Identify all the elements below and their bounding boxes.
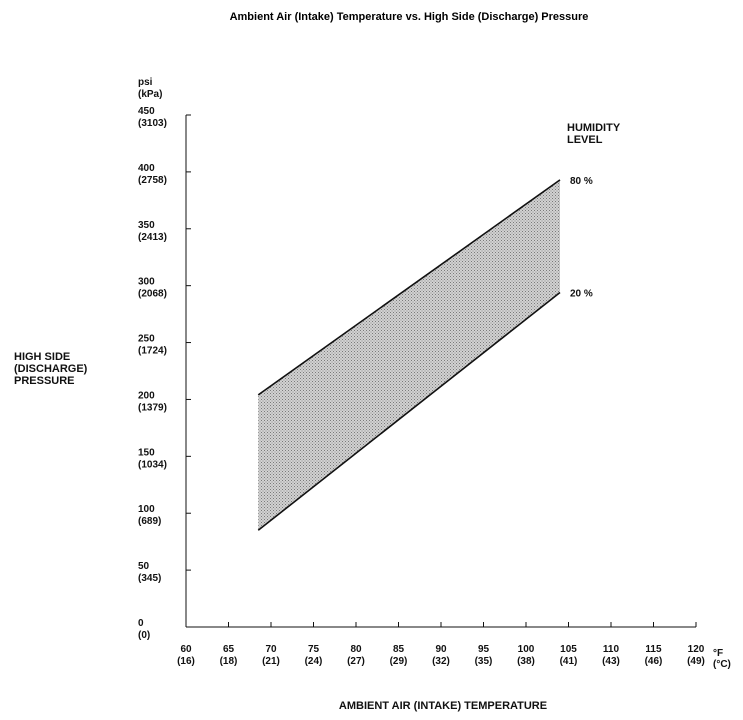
x-unit-f: °F	[713, 648, 723, 659]
y-tick-label-psi: 150	[138, 447, 155, 458]
y-tick-label-kpa: (1724)	[138, 346, 167, 357]
x-tick-label-c: (16)	[177, 656, 195, 667]
x-tick-label-f: 70	[265, 644, 277, 655]
x-tick-label-c: (49)	[687, 656, 705, 667]
y-tick-label-psi: 450	[138, 106, 155, 117]
y-tick-label-kpa: (689)	[138, 516, 161, 527]
y-tick-label-psi: 400	[138, 163, 155, 174]
x-tick-label-c: (27)	[347, 656, 365, 667]
x-tick-label-f: 80	[350, 644, 362, 655]
y-tick-label-kpa: (2068)	[138, 289, 167, 300]
x-axis-title: AMBIENT AIR (INTAKE) TEMPERATURE	[339, 700, 547, 712]
series-label-20-percent: 20 %	[570, 288, 593, 299]
x-tick-label-f: 85	[393, 644, 405, 655]
y-tick-label-psi: 50	[138, 561, 150, 572]
x-tick-label-c: (38)	[517, 656, 535, 667]
series-line-20-percent	[257, 291, 561, 531]
series-line-80-percent	[257, 179, 561, 396]
y-tick-label-psi: 200	[138, 390, 155, 401]
y-tick-label-kpa: (345)	[138, 573, 161, 584]
chart-title: Ambient Air (Intake) Temperature vs. Hig…	[230, 11, 589, 23]
x-tick-label-c: (29)	[390, 656, 408, 667]
legend-title-line-1: HUMIDITY	[567, 122, 621, 134]
x-tick-label-f: 65	[223, 644, 235, 655]
y-tick-label-psi: 350	[138, 220, 155, 231]
y-tick-label-kpa: (2758)	[138, 175, 167, 186]
y-tick-label-psi: 100	[138, 504, 155, 515]
y-axis-title-line-3: PRESSURE	[14, 375, 75, 387]
y-tick-label-psi: 0	[138, 618, 144, 629]
x-tick-label-c: (46)	[645, 656, 663, 667]
series-label-80-percent: 80 %	[570, 176, 593, 187]
x-tick-label-f: 95	[478, 644, 490, 655]
y-tick-label-kpa: (2413)	[138, 232, 167, 243]
x-tick-label-f: 100	[518, 644, 535, 655]
y-tick-label-kpa: (1379)	[138, 402, 167, 413]
plot-area: 80 %20 %0(0)50(345)100(689)150(1034)200(…	[138, 106, 705, 667]
y-tick-label-kpa: (0)	[138, 630, 150, 641]
humidity-band	[258, 179, 560, 531]
x-tick-label-c: (35)	[475, 656, 493, 667]
x-tick-label-c: (18)	[220, 656, 238, 667]
y-axis-title-line-1: HIGH SIDE	[14, 351, 70, 363]
y-unit-kpa: (kPa)	[138, 89, 162, 100]
y-tick-label-kpa: (3103)	[138, 118, 167, 129]
y-axis-title-line-2: (DISCHARGE)	[14, 363, 88, 375]
x-tick-label-f: 115	[645, 644, 662, 655]
x-tick-label-f: 120	[688, 644, 705, 655]
y-tick-label-psi: 300	[138, 277, 155, 288]
legend-title-line-2: LEVEL	[567, 134, 603, 146]
x-tick-label-f: 110	[603, 644, 620, 655]
x-tick-label-c: (24)	[305, 656, 323, 667]
x-tick-label-f: 60	[180, 644, 192, 655]
x-tick-label-c: (21)	[262, 656, 280, 667]
y-unit-psi: psi	[138, 77, 153, 88]
x-tick-label-c: (43)	[602, 656, 620, 667]
y-tick-label-psi: 250	[138, 334, 155, 345]
x-unit-c: (°C)	[713, 659, 731, 670]
x-tick-label-c: (41)	[560, 656, 578, 667]
x-tick-label-f: 90	[435, 644, 447, 655]
x-tick-label-f: 75	[308, 644, 320, 655]
y-tick-label-kpa: (1034)	[138, 459, 167, 470]
x-tick-label-f: 105	[560, 644, 577, 655]
x-tick-label-c: (32)	[432, 656, 450, 667]
